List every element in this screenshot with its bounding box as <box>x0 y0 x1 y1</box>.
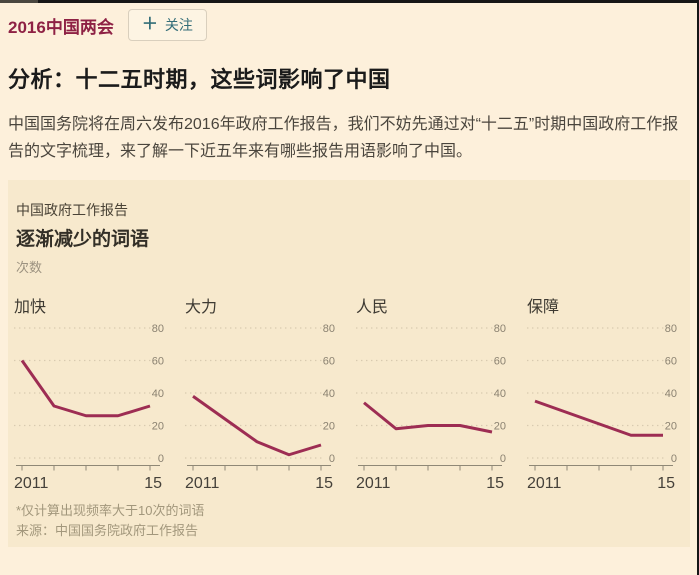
figure-unit-label: 次数 <box>16 260 43 275</box>
x-tick-label-end: 15 <box>315 475 333 492</box>
x-tick-label-start: 2011 <box>356 475 391 492</box>
y-tick-label: 80 <box>494 323 506 335</box>
y-tick-label: 20 <box>494 421 506 433</box>
chart-cell: 大力 0 20 40 60 80 2011 15 <box>185 298 348 493</box>
chart-title: 大力 <box>185 299 218 316</box>
data-line <box>20 359 151 418</box>
line-chart: 0 20 40 60 80 <box>185 320 348 472</box>
plus-icon: ＋ <box>141 16 158 33</box>
figure-panel: 中国政府工作报告 逐渐减少的词语 次数 加快 0 20 40 60 80 2011 15… <box>8 180 690 547</box>
window-right-edge <box>697 0 699 575</box>
chart-title: 加快 <box>14 299 47 316</box>
line-chart-svg: 0 20 40 60 80 <box>14 323 164 471</box>
y-tick-label: 0 <box>671 453 677 465</box>
follow-button[interactable]: ＋ 关注 <box>127 9 207 41</box>
y-tick-label: 0 <box>329 453 335 465</box>
data-line <box>363 401 493 434</box>
data-line <box>534 399 663 437</box>
line-chart-svg: 0 20 40 60 80 <box>527 323 677 471</box>
x-tick-label-end: 15 <box>144 475 162 492</box>
small-multiples-row: 加快 0 20 40 60 80 2011 15 大力 0 20 40 60 80 2011 1… <box>14 298 688 493</box>
topic-tag[interactable]: 2016中国两会 <box>8 17 114 37</box>
line-chart: 0 20 40 60 80 <box>356 320 519 472</box>
line-chart: 0 20 40 60 80 <box>14 320 177 472</box>
x-tick-label-start: 2011 <box>185 475 220 492</box>
y-tick-label: 60 <box>494 356 506 368</box>
article: 2016中国两会 ＋ 关注 分析：十二五时期，这些词影响了中国 中国国务院将在周… <box>8 9 691 547</box>
y-tick-label: 40 <box>152 388 164 400</box>
chart-cell: 加快 0 20 40 60 80 2011 15 <box>14 298 177 493</box>
y-tick-label: 40 <box>665 388 677 400</box>
topic-header: 2016中国两会 ＋ 关注 <box>8 9 691 41</box>
figure-footnote: *仅计算出现频率大于10次的词语 <box>16 503 205 518</box>
article-headline: 分析：十二五时期，这些词影响了中国 <box>8 67 391 92</box>
x-axis-labels: 2011 15 <box>185 475 348 493</box>
chart-cell: 人民 0 20 40 60 80 2011 15 <box>356 298 519 493</box>
figure-kicker: 中国政府工作报告 <box>16 202 128 218</box>
window-top-edge-segment <box>0 0 38 3</box>
y-tick-label: 20 <box>665 421 677 433</box>
follow-button-label: 关注 <box>164 17 193 33</box>
data-line <box>192 395 322 457</box>
line-chart: 0 20 40 60 80 <box>527 320 690 472</box>
x-tick-label-start: 2011 <box>14 475 49 492</box>
y-tick-label: 80 <box>323 323 335 335</box>
x-tick-label-end: 15 <box>486 475 504 492</box>
y-tick-label: 20 <box>323 421 335 433</box>
y-tick-label: 0 <box>500 453 506 465</box>
x-tick-label-start: 2011 <box>527 475 562 492</box>
window-top-edge <box>0 0 699 3</box>
article-paragraph: 中国国务院将在周六发布2016年政府工作报告，我们不妨先通过对“十二五”时期中国… <box>8 116 679 160</box>
y-tick-label: 40 <box>323 388 335 400</box>
chart-cell: 保障 0 20 40 60 80 2011 15 <box>527 298 690 493</box>
y-tick-label: 60 <box>665 356 677 368</box>
x-axis-labels: 2011 15 <box>14 475 177 493</box>
y-tick-label: 80 <box>665 323 677 335</box>
y-tick-label: 60 <box>152 356 164 368</box>
figure-footnotes: *仅计算出现频率大于10次的词语 来源：中国国务院政府工作报告 <box>14 501 688 541</box>
line-chart-svg: 0 20 40 60 80 <box>185 323 335 471</box>
y-tick-label: 40 <box>494 388 506 400</box>
y-tick-label: 60 <box>323 356 335 368</box>
figure-title: 逐渐减少的词语 <box>16 229 150 250</box>
figure-header: 中国政府工作报告 逐渐减少的词语 次数 <box>14 200 688 276</box>
y-tick-label: 20 <box>152 421 164 433</box>
line-chart-svg: 0 20 40 60 80 <box>356 323 506 471</box>
x-axis-labels: 2011 15 <box>527 475 690 493</box>
chart-title: 保障 <box>527 299 560 316</box>
chart-title: 人民 <box>356 299 389 316</box>
figure-source: 来源：中国国务院政府工作报告 <box>16 523 199 538</box>
x-axis-labels: 2011 15 <box>356 475 519 493</box>
y-tick-label: 0 <box>158 453 164 465</box>
x-tick-label-end: 15 <box>657 475 675 492</box>
y-tick-label: 80 <box>152 323 164 335</box>
